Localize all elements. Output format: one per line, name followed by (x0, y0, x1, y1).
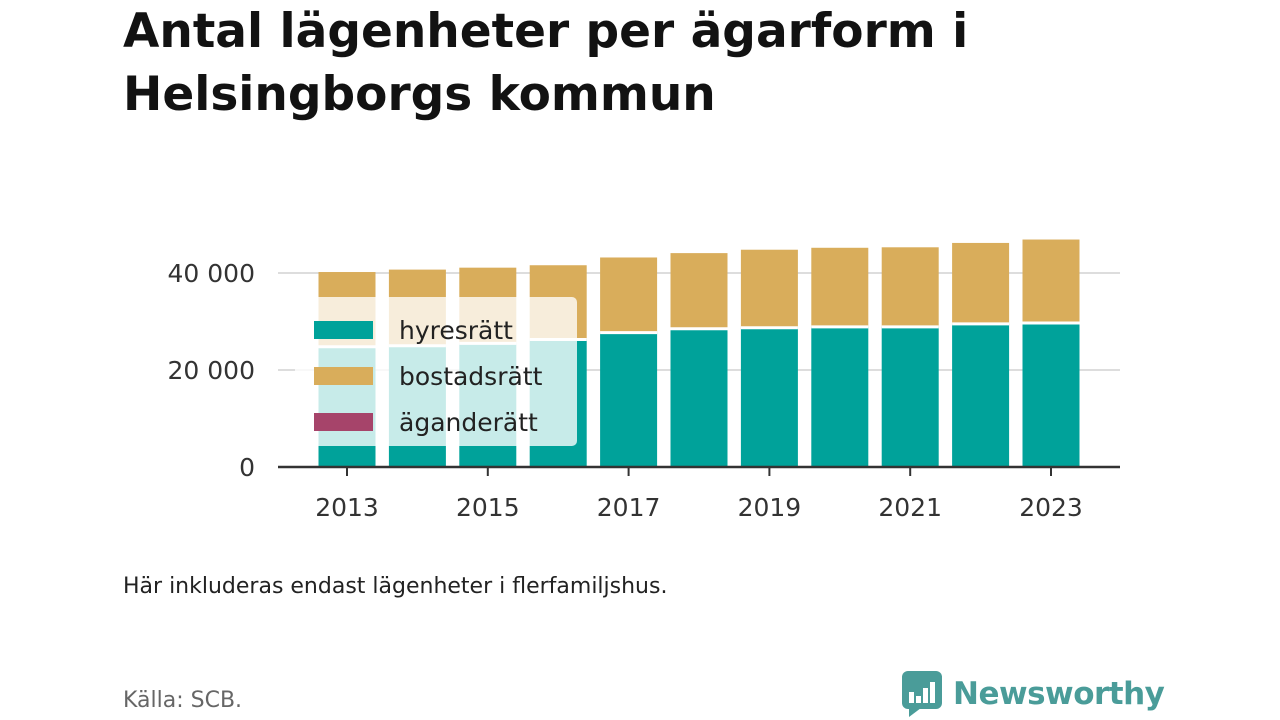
bar-bostadsratt (1022, 239, 1080, 323)
bar-bostadsratt (600, 257, 658, 333)
bar-bostadsratt (952, 242, 1010, 324)
x-tick-label: 2017 (597, 493, 661, 522)
x-tick-label: 2021 (878, 493, 942, 522)
newsworthy-logo[interactable]: Newsworthy (901, 670, 1165, 718)
legend-label: äganderätt (399, 408, 538, 437)
legend-label: hyresrätt (399, 316, 513, 345)
legend-swatch (314, 321, 373, 339)
bar-hyresratt (1022, 322, 1080, 467)
bar-bostadsratt (811, 247, 869, 327)
x-tick-label: 2023 (1019, 493, 1083, 522)
x-tick-label: 2019 (738, 493, 802, 522)
bar-hyresratt (811, 326, 869, 467)
legend-label: bostadsrätt (399, 362, 543, 391)
bar-hyresratt (600, 332, 658, 467)
bar-hyresratt (740, 327, 798, 467)
bar-hyresratt (670, 328, 728, 467)
y-tick-label: 40 000 (168, 259, 255, 288)
chat-bar-chart-icon (902, 671, 942, 717)
x-tick-label: 2015 (456, 493, 520, 522)
stacked-bar-chart: 0 20 000 40 000 2013 2015 2017 2019 2021 2023 hyr… (168, 239, 1120, 522)
bar-bostadsratt (740, 249, 798, 328)
legend-swatch (314, 367, 373, 385)
bar-hyresratt (881, 326, 939, 467)
chart-source: Källa: SCB. (123, 688, 243, 713)
brand-name: Newsworthy (953, 676, 1165, 712)
x-tick-label: 2013 (315, 493, 379, 522)
bar-bostadsratt (670, 253, 728, 329)
chart-title: Antal lägenheter per ägarform i Helsingb… (123, 4, 969, 122)
legend-swatch (314, 413, 373, 431)
bar-hyresratt (952, 323, 1010, 467)
y-tick-label: 20 000 (168, 356, 255, 385)
chart-note: Här inkluderas endast lägenheter i flerf… (123, 574, 668, 599)
y-tick-label: 0 (239, 453, 255, 482)
bar-bostadsratt (881, 247, 939, 327)
